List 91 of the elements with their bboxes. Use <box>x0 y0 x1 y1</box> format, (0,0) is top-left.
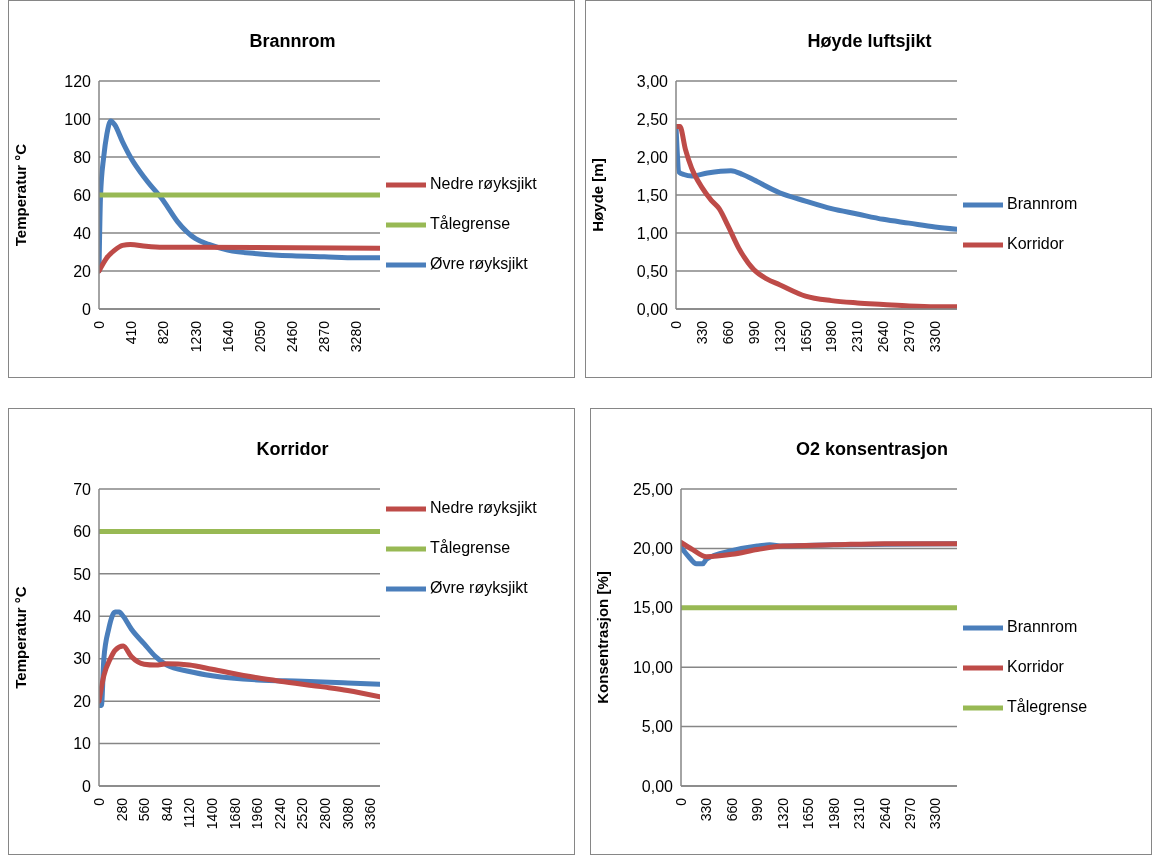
x-tick-label: 3080 <box>339 797 356 830</box>
y-tick-label: 80 <box>73 148 92 166</box>
x-tick-label: 2460 <box>284 320 301 353</box>
y-tick-label: 1,00 <box>636 224 669 242</box>
legend-label: Korridor <box>1007 235 1064 253</box>
x-tick-label: 0 <box>668 320 684 329</box>
y-tick-label: 120 <box>64 72 92 90</box>
x-tick-label: 840 <box>158 797 175 822</box>
x-tick-label: 280 <box>113 797 130 822</box>
x-tick-label: 1320 <box>774 797 791 830</box>
x-tick-label: 0 <box>673 797 689 806</box>
x-tick-label: 2310 <box>851 797 868 830</box>
y-tick-label: 15,00 <box>632 599 674 617</box>
y-tick-label: 2,50 <box>636 110 669 128</box>
x-tick-label: 1980 <box>823 320 840 353</box>
legend-label: Nedre røyksjikt <box>430 175 537 193</box>
x-tick-label: 3300 <box>927 797 944 830</box>
x-tick-label: 330 <box>693 320 710 345</box>
x-tick-label: 1400 <box>204 797 221 830</box>
x-tick-label: 2970 <box>901 320 918 353</box>
y-tick-label: 1,50 <box>636 186 669 204</box>
x-tick-label: 2640 <box>875 320 892 353</box>
y-tick-label: 25,00 <box>632 480 674 498</box>
x-tick-label: 2800 <box>317 797 334 830</box>
chart-title: O2 konsentrasjon <box>794 439 949 460</box>
x-tick-label: 3280 <box>348 320 365 353</box>
y-tick-label: 3,00 <box>636 72 669 90</box>
legend-label: Øvre røyksjikt <box>430 579 528 597</box>
y-tick-label: 0,00 <box>636 300 669 318</box>
x-tick-label: 2310 <box>849 320 866 353</box>
x-tick-label: 990 <box>749 797 766 822</box>
y-tick-label: 60 <box>73 186 92 204</box>
y-tick-label: 60 <box>73 523 92 541</box>
x-tick-label: 1320 <box>771 320 788 353</box>
x-tick-label: 2640 <box>876 797 893 830</box>
x-tick-label: 990 <box>745 320 762 345</box>
x-tick-label: 1640 <box>219 320 236 353</box>
x-tick-label: 3300 <box>927 320 944 353</box>
x-tick-label: 1230 <box>187 320 204 353</box>
y-tick-label: 2,00 <box>636 148 669 166</box>
x-tick-label: 1960 <box>249 797 266 830</box>
y-axis-title: Høyde [m] <box>589 158 607 232</box>
y-tick-label: 20,00 <box>632 540 674 558</box>
y-axis-title: Konsentrasjon [%] <box>594 571 612 704</box>
x-tick-label: 1120 <box>181 797 198 829</box>
x-tick-label: 1980 <box>825 797 842 830</box>
x-tick-label: 2870 <box>316 320 333 353</box>
x-tick-label: 3360 <box>362 797 379 830</box>
x-tick-label: 820 <box>155 320 172 345</box>
chart-title: Brannrom <box>248 31 337 52</box>
chart-title: Korridor <box>255 439 330 460</box>
x-tick-label: 330 <box>698 797 715 822</box>
y-tick-label: 10 <box>73 735 92 753</box>
y-tick-label: 20 <box>73 262 92 280</box>
x-tick-label: 2520 <box>294 797 311 830</box>
x-tick-label: 1650 <box>797 320 814 353</box>
x-tick-label: 410 <box>123 320 140 345</box>
y-tick-label: 20 <box>73 692 92 710</box>
x-tick-label: 1650 <box>800 797 817 830</box>
y-tick-label: 0 <box>82 300 92 318</box>
y-tick-label: 10,00 <box>632 658 674 676</box>
legend-label: Brannrom <box>1007 195 1078 213</box>
y-tick-label: 50 <box>73 565 92 583</box>
legend-label: Tålegrense <box>430 215 511 233</box>
legend-label: Korridor <box>1007 657 1064 675</box>
y-tick-label: 5,00 <box>641 718 674 736</box>
y-tick-label: 0,00 <box>641 777 674 795</box>
x-tick-label: 2970 <box>901 797 918 830</box>
x-tick-label: 0 <box>91 320 107 329</box>
y-tick-label: 40 <box>73 607 92 625</box>
y-tick-label: 30 <box>73 650 92 668</box>
x-tick-label: 0 <box>91 797 107 806</box>
legend-label: Tålegrense <box>430 539 511 557</box>
x-tick-label: 1680 <box>226 797 243 830</box>
y-tick-label: 40 <box>73 224 92 242</box>
x-tick-label: 560 <box>136 797 153 822</box>
y-axis-title: Temperatur °C <box>12 143 30 247</box>
chart-title: Høyde luftsjikt <box>806 31 933 52</box>
y-tick-label: 70 <box>73 480 92 498</box>
x-tick-label: 660 <box>719 320 736 345</box>
y-tick-label: 0 <box>82 777 92 795</box>
y-axis-title: Temperatur °C <box>12 586 30 689</box>
legend-label: Brannrom <box>1007 617 1078 635</box>
y-tick-label: 0,50 <box>636 262 669 280</box>
legend-label: Tålegrense <box>1007 697 1088 715</box>
x-tick-label: 660 <box>723 797 740 822</box>
y-tick-label: 100 <box>64 110 92 128</box>
legend-label: Nedre røyksjikt <box>430 499 537 517</box>
legend-label: Øvre røyksjikt <box>430 255 528 273</box>
x-tick-label: 2240 <box>271 797 288 830</box>
x-tick-label: 2050 <box>251 320 268 353</box>
